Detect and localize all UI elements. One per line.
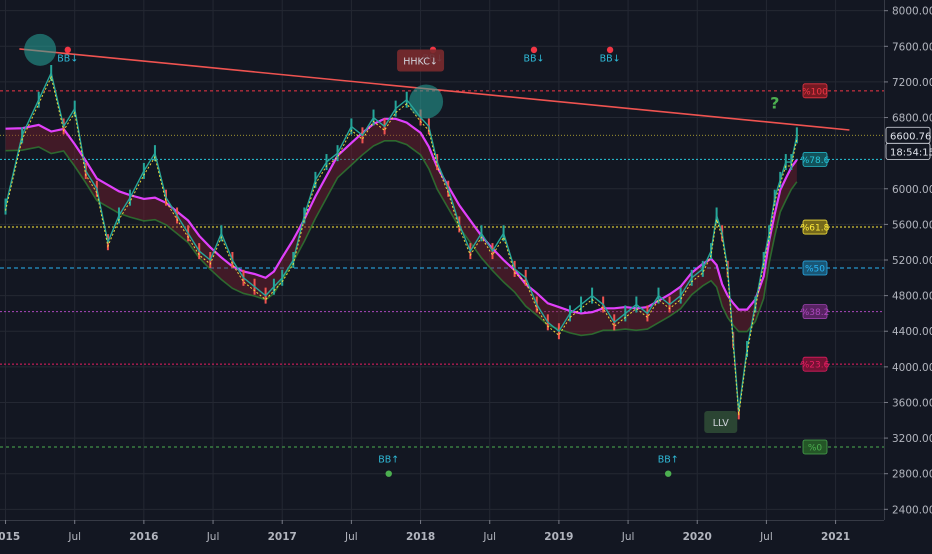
label-box-text: LLV [713, 418, 730, 429]
time-tick-label: 2021 [821, 531, 850, 543]
fib-level-label: %100 [802, 87, 828, 97]
price-tick-label: 6800.00 [892, 113, 932, 125]
price-tick-label: 3600.00 [892, 397, 932, 409]
question-mark: ? [770, 94, 779, 113]
time-tick-label: Jul [344, 531, 358, 543]
time-tick-label: Jul [206, 531, 220, 543]
signal-label: BB↓ [57, 53, 78, 64]
price-line [4, 70, 798, 412]
signal-dot [530, 46, 538, 54]
fib-levels: %100 %78.6 %61.8 %50 %38.2 %23.6 %0 [0, 83, 884, 455]
fib-level-label: %61.8 [801, 224, 830, 234]
fib-level-badge [802, 356, 828, 372]
fib-level-badge [802, 439, 828, 455]
fib-level-label: %50 [805, 265, 825, 275]
label-box [704, 411, 738, 434]
price-tick-label: 2800.00 [892, 469, 932, 481]
price-tick-label: 7600.00 [892, 41, 932, 53]
price-tick-label: 2400.00 [892, 504, 932, 516]
fib-level-badge [802, 151, 828, 167]
price-badge [885, 142, 931, 160]
time-axis[interactable]: 2015 Jul 2016 Jul 2017 Jul 2018 Jul 2019 Jul 2020 J… [0, 520, 850, 543]
signal-label: BB↓ [600, 53, 621, 64]
fib-level-label: %0 [808, 443, 823, 453]
fib-level-badge [802, 219, 828, 235]
price-tick-label: 4000.00 [892, 362, 932, 374]
time-tick-label: 2020 [683, 531, 712, 543]
signal-line [5, 75, 798, 416]
time-tick-label: 2018 [406, 531, 435, 543]
highlight-circle [409, 84, 444, 119]
price-tick-label: 6000.00 [892, 184, 932, 196]
signal-dot [664, 470, 672, 477]
label-box [397, 49, 445, 72]
price-tick-label: 4800.00 [892, 291, 932, 303]
ma-line-lower [5, 140, 798, 337]
fib-level-badge [802, 260, 828, 276]
fib-level-badge [802, 83, 828, 99]
signal-label: BB↑ [378, 455, 399, 466]
time-tick-label: Jul [482, 531, 496, 543]
signal-label: BB↓ [523, 53, 544, 64]
price-tick-label: 8000.00 [892, 6, 932, 18]
fib-level-badge [802, 304, 828, 320]
price-axis[interactable]: 8000.00 7600.00 7200.00 6800.00 6000.00 5600.… [884, 6, 932, 517]
signal-label: BB↑ [658, 455, 679, 466]
price-axis-panel [884, 0, 932, 550]
signal-dot [385, 470, 392, 477]
label-box-text: HHKC↓ [403, 57, 438, 68]
time-tick-label: 2016 [129, 531, 158, 543]
fib-level-label: %23.6 [801, 361, 830, 371]
time-tick-label: Jul [621, 531, 635, 543]
highlight-circle [24, 33, 57, 66]
price-series [4, 65, 798, 420]
price-tick-label: 7200.00 [892, 77, 932, 89]
price-badge-label: 6600.76 [890, 131, 931, 142]
price-badge-label: 18:54:15 [890, 147, 932, 158]
time-tick-label: 2015 [0, 531, 20, 543]
price-tick-label: 5200.00 [892, 255, 932, 267]
time-tick-label: 2019 [544, 531, 573, 543]
price-tick-label: 3200.00 [892, 433, 932, 445]
time-tick-label: 2017 [268, 531, 297, 543]
price-tick-label: 5600.00 [892, 219, 932, 231]
chart-annotations: BB↓BB↓BB↓BB↓BB↑BB↑HHKC↓LLV? [19, 33, 850, 477]
time-tick-label: Jul [759, 531, 773, 543]
signal-dot [606, 46, 614, 54]
signal-dot [64, 46, 71, 54]
price-tick-label: 4400.00 [892, 326, 932, 338]
fib-level-label: %78.6 [801, 156, 830, 166]
fib-level-label: %38.2 [801, 308, 830, 318]
time-tick-label: Jul [67, 531, 81, 543]
